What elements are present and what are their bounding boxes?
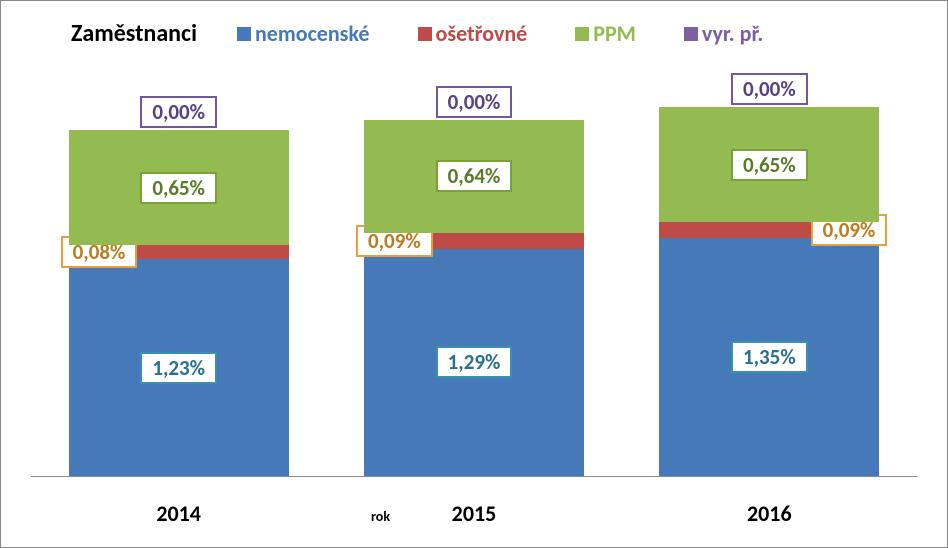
segment-label-nemocenske: 1,35%	[731, 341, 808, 373]
segment-ppm: 0,64%	[364, 120, 584, 233]
legend-marker-icon	[684, 27, 698, 41]
segment-label-ppm: 0,64%	[436, 160, 513, 192]
segment-label-vyr_pr: 0,00%	[436, 86, 513, 118]
legend-label: PPM	[593, 20, 636, 47]
bar-group-2014: 1,23%0,08%0,65%0,00%	[69, 130, 289, 476]
x-axis-title: rok	[371, 508, 390, 525]
legend-item-osetrovne: ošetřovné	[418, 20, 528, 47]
segment-nemocenske: 1,23%	[69, 259, 289, 476]
legend-label: vyr. př.	[702, 20, 763, 47]
legend-label: ošetřovné	[436, 20, 528, 47]
segment-osetrovne: 0,09%	[659, 222, 879, 238]
x-axis: 2014 2015 2016	[31, 500, 917, 527]
chart-legend: nemocenské ošetřovné PPM vyr. př.	[237, 20, 763, 47]
segment-osetrovne: 0,09%	[364, 233, 584, 249]
segment-label-nemocenske: 1,29%	[436, 346, 513, 378]
legend-marker-icon	[575, 27, 589, 41]
segment-osetrovne: 0,08%	[69, 245, 289, 259]
segment-nemocenske: 1,35%	[659, 238, 879, 476]
legend-item-vyr-pr: vyr. př.	[684, 20, 763, 47]
chart-container: Zaměstnanci nemocenské ošetřovné PPM vyr…	[0, 0, 948, 548]
bars-row: 1,23%0,08%0,65%0,00%1,29%0,09%0,64%0,00%…	[31, 91, 917, 477]
segment-label-nemocenske: 1,23%	[140, 352, 217, 384]
segment-label-vyr_pr: 0,00%	[731, 73, 808, 105]
legend-marker-icon	[237, 27, 251, 41]
segment-label-ppm: 0,65%	[731, 149, 808, 181]
segment-ppm: 0,65%	[659, 107, 879, 222]
legend-label: nemocenské	[255, 20, 370, 47]
segment-label-vyr_pr: 0,00%	[140, 96, 217, 128]
x-tick-2016: 2016	[659, 500, 879, 527]
legend-marker-icon	[418, 27, 432, 41]
legend-item-ppm: PPM	[575, 20, 636, 47]
segment-label-ppm: 0,65%	[140, 172, 217, 204]
bar-group-2016: 1,35%0,09%0,65%0,00%	[659, 107, 879, 476]
plot-area: 1,23%0,08%0,65%0,00%1,29%0,09%0,64%0,00%…	[31, 91, 917, 477]
x-tick-2014: 2014	[69, 500, 289, 527]
chart-header: Zaměstnanci nemocenské ošetřovné PPM vyr…	[1, 19, 947, 48]
segment-ppm: 0,65%	[69, 130, 289, 245]
x-tick-2015: 2015	[364, 500, 584, 527]
segment-nemocenske: 1,29%	[364, 249, 584, 477]
legend-item-nemocenske: nemocenské	[237, 20, 370, 47]
chart-title: Zaměstnanci	[71, 19, 197, 48]
bar-group-2015: 1,29%0,09%0,64%0,00%	[364, 120, 584, 476]
